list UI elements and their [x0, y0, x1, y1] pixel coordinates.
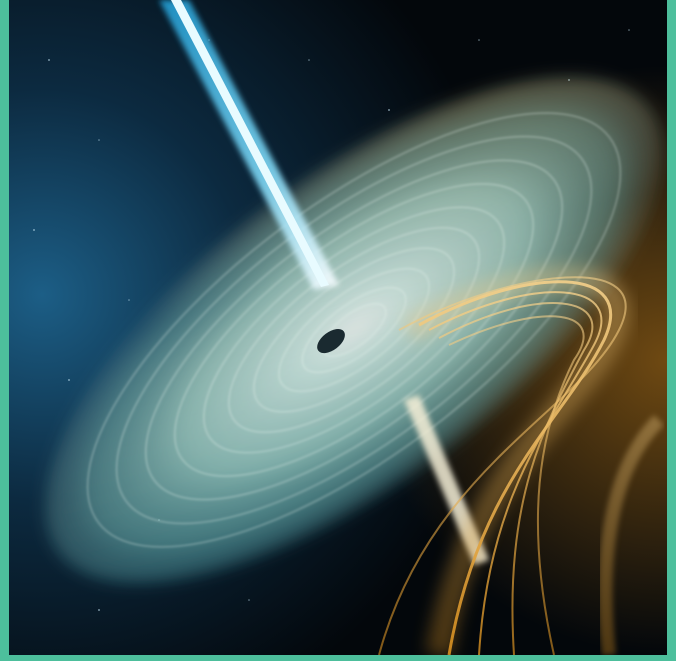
- gas-stream: [378, 265, 665, 655]
- space-illustration: [9, 0, 667, 655]
